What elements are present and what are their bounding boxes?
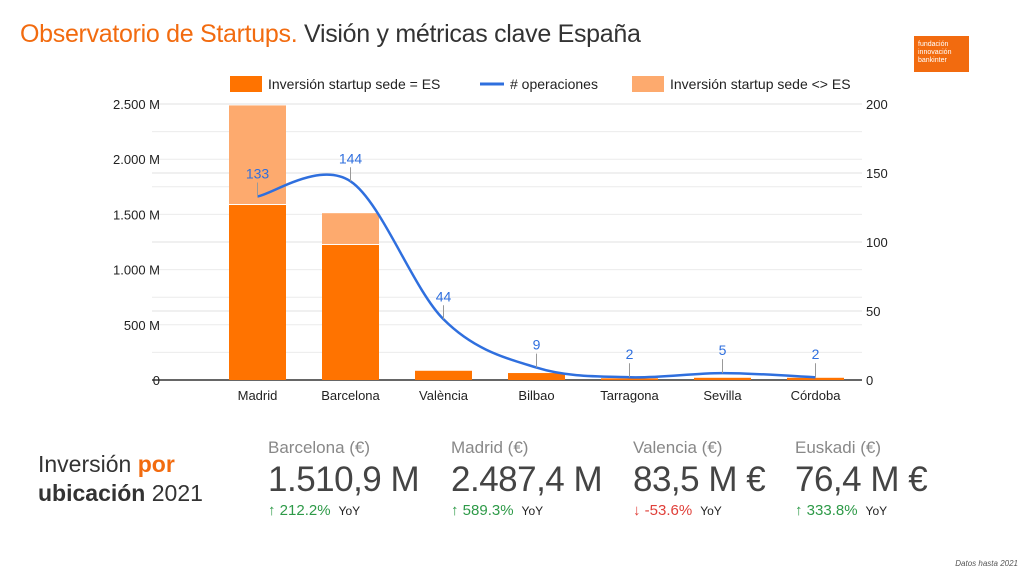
category-label: Bilbao [518, 388, 554, 403]
arrow-up-icon: ↑ [795, 502, 803, 519]
kpi-card: Euskadi (€) 76,4 M € ↑ 333.8% YoY [795, 438, 928, 519]
legend-label: Inversión startup sede = ES [268, 76, 440, 92]
kpi-value: 76,4 M € [795, 460, 928, 499]
legend-label: Inversión startup sede <> ES [670, 76, 851, 92]
operations-data-label: 144 [339, 150, 363, 166]
kpi-change: ↑ 333.8% YoY [795, 502, 888, 519]
right-tick-label: 150 [866, 166, 888, 181]
kpi-card: Barcelona (€) 1.510,9 M ↑ 212.2% YoY [268, 438, 420, 519]
operations-data-label: 2 [626, 346, 634, 362]
kpi-value: 1.510,9 M [268, 460, 420, 499]
investment-chart: 0 500 M 1.000 M 1.500 M 2.000 M 2.500 M 0 50 100… [113, 76, 888, 403]
kpi-value: 83,5 M € [633, 460, 766, 499]
kpi-value: 2.487,4 M [451, 460, 603, 499]
bar-es [694, 377, 751, 380]
right-tick-label: 200 [866, 97, 888, 112]
bar-es [508, 373, 565, 380]
right-tick-label: 50 [866, 304, 880, 319]
kpi-change: ↑ 589.3% YoY [451, 502, 544, 519]
footer-note: Datos hasta 2021 [955, 559, 1018, 568]
operations-data-label: 2 [812, 346, 820, 362]
arrow-up-icon: ↑ [268, 502, 276, 519]
left-tick-label: 2.500 M [113, 97, 160, 112]
legend-label: # operaciones [510, 76, 598, 92]
kpi-label: Madrid (€) [451, 438, 529, 457]
bar-es [415, 370, 472, 380]
left-tick-label: 2.000 M [113, 152, 160, 167]
arrow-up-icon: ↑ [451, 502, 459, 519]
kpi-card: Madrid (€) 2.487,4 M ↑ 589.3% YoY [451, 438, 603, 519]
bar-non-es [322, 213, 379, 244]
right-tick-label: 0 [866, 373, 873, 388]
bar-es [787, 377, 844, 380]
page-title: Observatorio de Startups. Visión y métri… [20, 20, 641, 48]
category-label: Madrid [238, 388, 278, 403]
legend-swatch [230, 76, 262, 92]
bar-es [601, 378, 658, 380]
kpi-change: ↓ -53.6% YoY [633, 502, 722, 519]
arrow-down-icon: ↓ [633, 502, 641, 519]
operations-data-label: 133 [246, 165, 270, 181]
left-tick-label: 500 M [124, 318, 160, 333]
category-label: Barcelona [321, 388, 380, 403]
left-tick-label: 1.000 M [113, 263, 160, 278]
kpi-label: Euskadi (€) [795, 438, 881, 457]
operations-data-label: 44 [436, 288, 452, 304]
category-label: Córdoba [791, 388, 842, 403]
bankinter-logo: fundación innovación bankinter [914, 36, 969, 72]
right-tick-label: 100 [866, 235, 888, 250]
kpi-label: Valencia (€) [633, 438, 723, 457]
kpi-label: Barcelona (€) [268, 438, 371, 457]
legend-swatch [632, 76, 664, 92]
kpi-card: Valencia (€) 83,5 M € ↓ -53.6% YoY [633, 438, 766, 519]
kpi-heading: Inversión por ubicación 2021 [38, 451, 203, 506]
bar-es [322, 244, 379, 380]
category-label: Sevilla [703, 388, 742, 403]
bar-es [229, 205, 286, 380]
operations-data-label: 5 [719, 342, 727, 358]
operations-data-label: 9 [533, 337, 541, 353]
left-tick-label: 0 [153, 373, 160, 388]
kpi-change: ↑ 212.2% YoY [268, 502, 361, 519]
left-tick-label: 1.500 M [113, 207, 160, 222]
category-label: Tarragona [600, 388, 659, 403]
category-label: València [419, 388, 469, 403]
